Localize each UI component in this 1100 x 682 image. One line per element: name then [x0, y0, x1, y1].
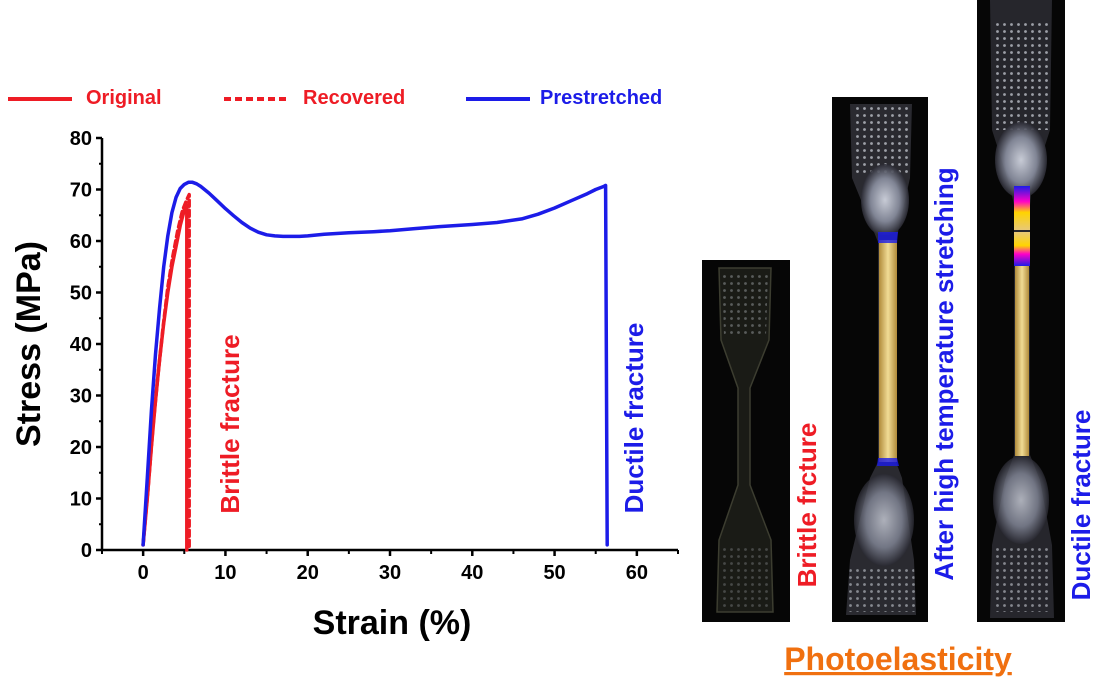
x-tick-label: 30 — [379, 562, 401, 584]
x-tick-label: 50 — [543, 562, 565, 584]
photo-label-ductile: Ductile fracture — [1066, 410, 1096, 601]
photo-label-brittle: Brittle frcture — [792, 423, 822, 588]
axes: 0 10 20 30 40 50 60 70 80 0 10 20 30 40 50 60 Strain (… — [10, 128, 679, 642]
x-tick-label: 60 — [626, 562, 648, 584]
photo-ductile-specimen — [977, 0, 1065, 622]
series-recovered-line — [141, 192, 191, 552]
photo-caption: Photoelasticity — [784, 641, 1012, 677]
y-tick-label: 60 — [70, 231, 92, 253]
y-tick-label: 30 — [70, 386, 92, 408]
y-tick-label: 50 — [70, 283, 92, 305]
y-tick-label: 20 — [70, 437, 92, 459]
y-tick-label: 40 — [70, 334, 92, 356]
x-axis-title: Strain (%) — [313, 604, 472, 642]
series-prestretched-line — [141, 180, 609, 547]
x-tick-label: 40 — [461, 562, 483, 584]
legend: Original Recovered Prestretched — [8, 87, 662, 109]
photo-label-high-temperature: After high temperature stretching — [929, 167, 959, 580]
plot-area — [141, 180, 609, 552]
x-ticks: 0 10 20 30 40 50 60 — [101, 550, 679, 584]
y-axis-title: Stress (MPa) — [10, 241, 48, 447]
legend-label-recovered: Recovered — [303, 87, 405, 109]
photo-high-temperature-specimen — [832, 97, 928, 622]
annotation-brittle-fracture: Brittle fracture — [215, 334, 245, 513]
x-tick-label: 0 — [138, 562, 149, 584]
x-tick-label: 10 — [214, 562, 236, 584]
legend-label-prestretched: Prestretched — [540, 87, 662, 109]
y-tick-label: 10 — [70, 489, 92, 511]
annotation-ductile-fracture: Ductile fracture — [619, 323, 649, 514]
y-ticks: 0 10 20 30 40 50 60 70 80 — [70, 128, 102, 562]
x-tick-label: 20 — [297, 562, 319, 584]
y-tick-label: 70 — [70, 180, 92, 202]
legend-label-original: Original — [86, 87, 162, 109]
photo-brittle-specimen — [702, 260, 790, 622]
y-tick-label: 0 — [81, 540, 92, 562]
y-tick-label: 80 — [70, 128, 92, 150]
